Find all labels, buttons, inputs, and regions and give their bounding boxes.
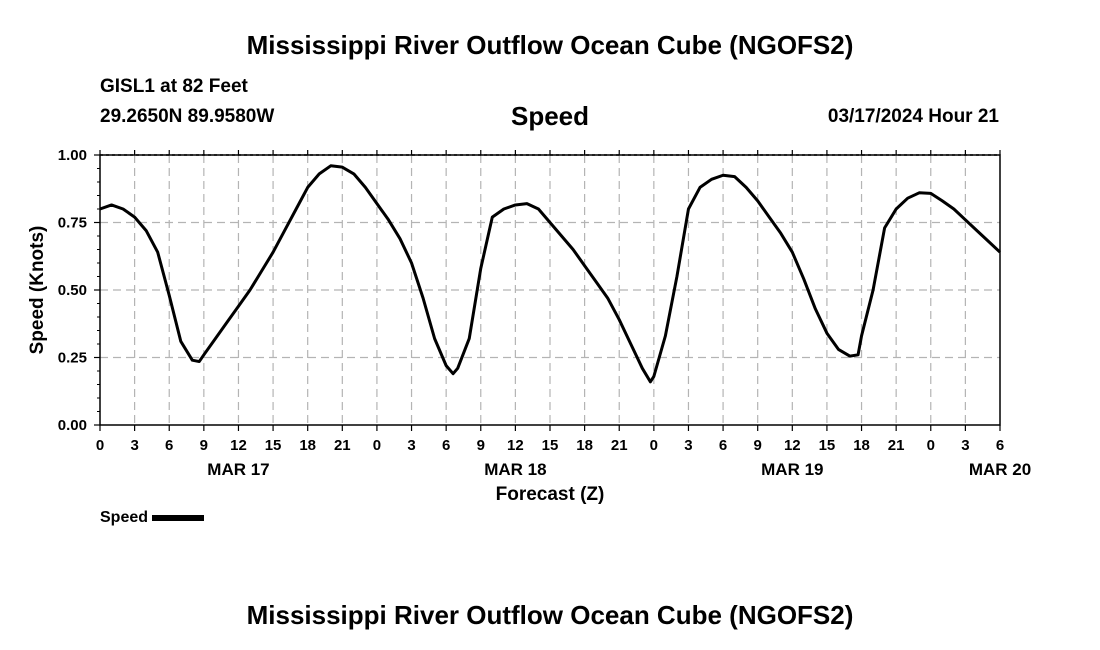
y-tick-label: 0.75 (58, 215, 87, 232)
x-tick-label: 3 (130, 437, 138, 454)
x-tick-label: 15 (265, 437, 282, 454)
legend-swatch (152, 514, 205, 521)
y-axis-label: Speed (Knots) (27, 226, 48, 355)
y-tick-label: 1.00 (58, 147, 87, 164)
legend: Speed (100, 509, 205, 527)
footer-title: Mississippi River Outflow Ocean Cube (NG… (246, 600, 854, 630)
y-tick-label: 0.50 (58, 282, 87, 299)
x-tick-label: 0 (927, 437, 935, 454)
x-tick-label: 18 (853, 437, 870, 454)
speed-series-line (99, 164, 1002, 384)
axis-ticks: 0 3 6 9 12 15 18 21 0 3 6 9 12 15 18 21 0 3 6 9 12 15 18 21 0 3 6 0… (58, 147, 1031, 479)
date-label: MAR 17 (207, 460, 269, 479)
x-tick-label: 3 (961, 437, 969, 454)
x-tick-label: 0 (650, 437, 658, 454)
x-tick-label: 15 (542, 437, 559, 454)
y-tick-label: 0.00 (58, 417, 87, 434)
x-tick-label: 21 (888, 437, 905, 454)
date-label: MAR 18 (484, 460, 546, 479)
x-tick-label: 6 (442, 437, 450, 454)
date-label: MAR 19 (761, 460, 823, 479)
x-tick-label: 3 (407, 437, 415, 454)
x-tick-label: 18 (576, 437, 593, 454)
speed-chart: 0 3 6 9 12 15 18 21 0 3 6 9 12 15 18 21 0 3 6 9 12 15 18 21 0 3 6 0… (27, 147, 1031, 505)
x-tick-label: 9 (200, 437, 208, 454)
x-tick-label: 9 (477, 437, 485, 454)
x-axis-label: Forecast (Z) (496, 484, 605, 505)
x-tick-label: 6 (996, 437, 1004, 454)
x-tick-label: 15 (819, 437, 836, 454)
x-tick-label: 0 (373, 437, 381, 454)
legend-label: Speed (100, 509, 149, 526)
x-tick-label: 18 (299, 437, 316, 454)
station-coordinates: 29.2650N 89.9580W (100, 106, 275, 127)
y-tick-label: 0.25 (58, 350, 87, 367)
chart-title: Mississippi River Outflow Ocean Cube (NG… (246, 30, 854, 60)
grid-lines (100, 154, 1000, 425)
x-tick-label: 6 (719, 437, 727, 454)
variable-title: Speed (510, 101, 590, 131)
x-tick-label: 12 (230, 437, 247, 454)
x-tick-label: 6 (165, 437, 173, 454)
x-tick-label: 9 (754, 437, 762, 454)
x-tick-label: 3 (684, 437, 692, 454)
date-label: MAR 20 (969, 460, 1031, 479)
x-tick-label: 12 (784, 437, 801, 454)
x-tick-label: 21 (334, 437, 351, 454)
x-tick-label: 21 (611, 437, 628, 454)
station-label: GISL1 at 82 Feet (100, 76, 248, 97)
x-tick-label: 12 (507, 437, 524, 454)
x-tick-label: 0 (96, 437, 104, 454)
forecast-datetime: 03/17/2024 Hour 21 (827, 106, 999, 127)
